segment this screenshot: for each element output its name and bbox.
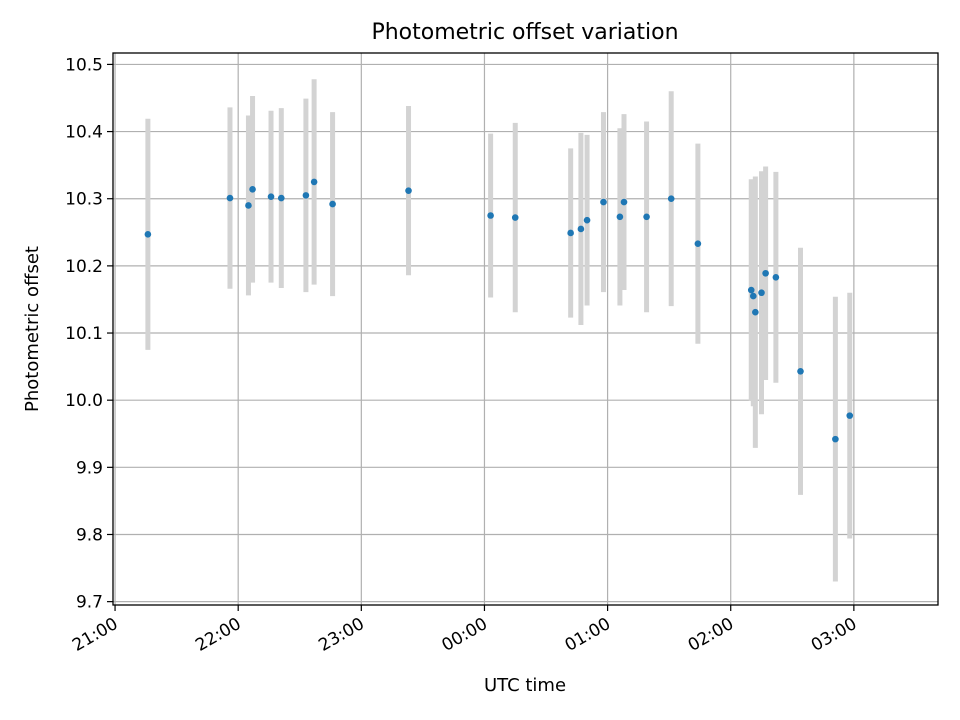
y-tick-label: 10.0 (65, 391, 103, 411)
data-point (249, 186, 256, 193)
data-point (643, 213, 650, 221)
data-point (620, 198, 628, 206)
y-tick-label: 10.1 (65, 324, 103, 344)
data-point (600, 198, 607, 206)
data-point (583, 216, 591, 224)
data-point (616, 213, 624, 221)
data-point (144, 231, 152, 238)
x-tick-label: 03:00 (808, 614, 860, 656)
y-tick-label: 9.7 (76, 593, 103, 613)
x-tick-label: 02:00 (685, 614, 737, 656)
data-point (511, 214, 519, 221)
y-axis-label: Photometric offset (22, 246, 43, 412)
data-point (758, 289, 765, 297)
data-point (567, 229, 574, 237)
data-point (329, 200, 336, 208)
data-point (749, 292, 757, 300)
data-point (846, 412, 854, 419)
data-point (310, 178, 318, 186)
data-point (226, 194, 234, 202)
data-point (762, 269, 769, 277)
x-tick-label: 23:00 (315, 614, 367, 656)
y-tick-label: 10.5 (65, 55, 103, 75)
y-tick-label: 10.2 (65, 257, 103, 277)
chart-title: Photometric offset variation (371, 20, 678, 45)
y-tick-label: 10.4 (65, 123, 103, 143)
plot-area-frame (112, 52, 939, 606)
data-point (577, 225, 585, 233)
x-tick-label: 21:00 (69, 614, 121, 656)
data-point (667, 195, 675, 203)
data-point (797, 368, 804, 375)
x-tick-label: 00:00 (439, 614, 491, 656)
data-point (405, 187, 412, 194)
y-tick-label: 9.9 (76, 458, 103, 478)
x-axis-label: UTC time (484, 675, 566, 696)
data-point (267, 193, 275, 201)
y-tick-label: 10.3 (65, 190, 103, 210)
x-tick-label: 22:00 (192, 614, 244, 656)
data-point (752, 308, 759, 316)
error-bars (145, 79, 853, 582)
data-point (302, 192, 310, 199)
data-point (487, 212, 494, 219)
y-axis: 9.7 9.8 9.9 10.0 10.1 10.2 10.3 10.4 10.5 (65, 55, 113, 613)
grid (113, 53, 938, 605)
data-points (144, 178, 854, 443)
data-point (772, 273, 780, 281)
data-point (747, 286, 755, 294)
y-tick-label: 9.8 (76, 525, 103, 545)
data-point (277, 194, 285, 202)
data-point (694, 240, 702, 248)
data-point (245, 202, 252, 209)
data-point (832, 435, 839, 443)
x-axis: 21:00 22:00 23:00 00:00 01:00 02:00 03:00 (69, 605, 860, 656)
x-tick-label: 01:00 (562, 614, 614, 656)
